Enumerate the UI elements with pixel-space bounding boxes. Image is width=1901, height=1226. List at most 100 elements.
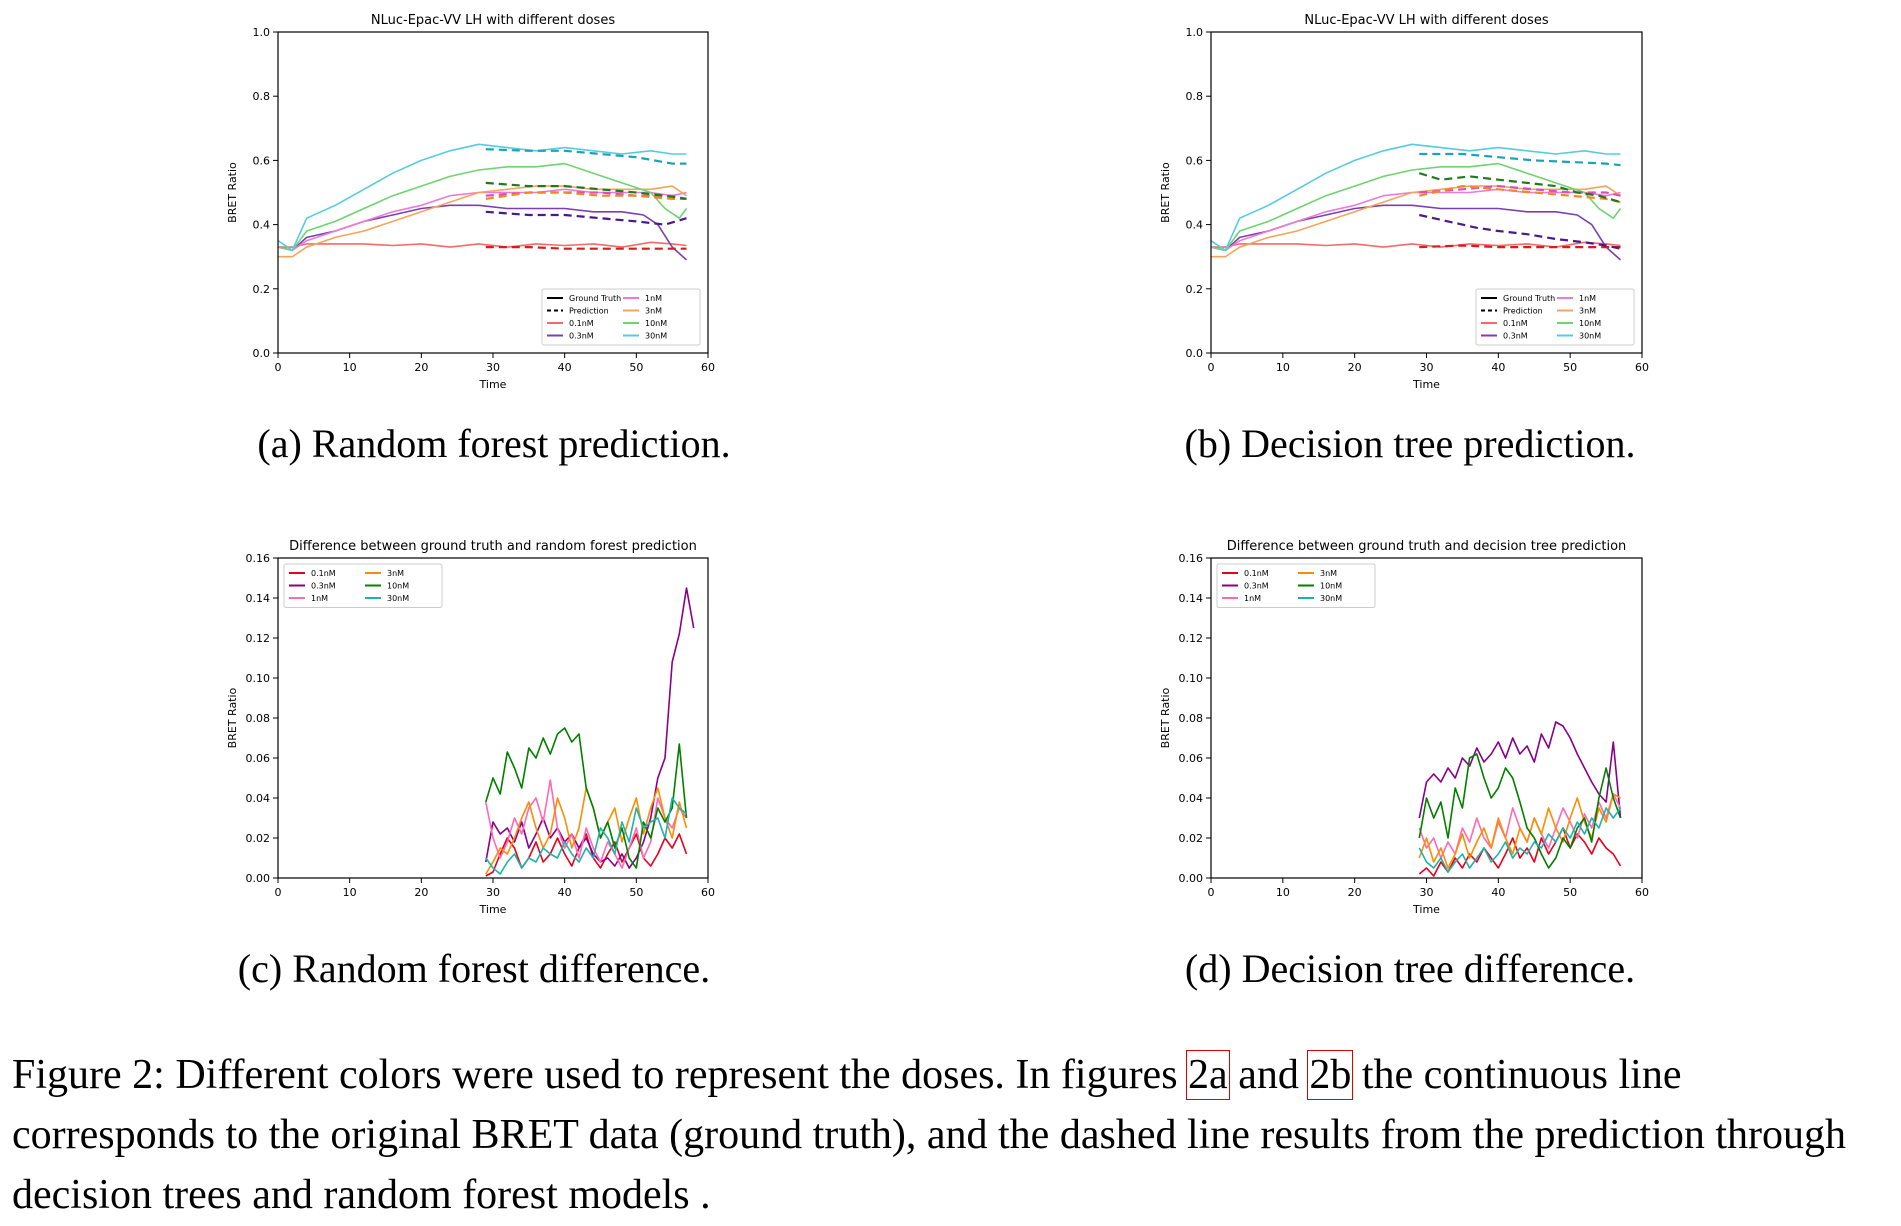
legend-frame bbox=[1216, 563, 1376, 608]
x-tick-label: 0 bbox=[1208, 886, 1215, 899]
chart-panel-c: 0 10 20 30 40 50 60 0.00 0.02 0.04 0.06 0.08 0.10 0.1… bbox=[226, 539, 715, 916]
x-tick-label: 20 bbox=[414, 361, 428, 374]
series-line-30nm bbox=[278, 143, 687, 252]
y-tick-label: 0.02 bbox=[246, 832, 271, 845]
series-line-0.3nm bbox=[1418, 721, 1622, 819]
y-tick-label: 0.4 bbox=[1186, 219, 1204, 232]
figure-ref-2b[interactable]: 2b bbox=[1307, 1050, 1354, 1100]
y-tick-label: 0.06 bbox=[246, 752, 271, 765]
chart-title: NLuc-Epac-VV LH with different doses bbox=[371, 13, 615, 28]
x-tick-label: 60 bbox=[1635, 886, 1649, 899]
legend-label: 1nM bbox=[1579, 294, 1596, 303]
caption-text-1: Different colors were used to represent … bbox=[175, 1052, 1189, 1098]
legend-label: 0.1nM bbox=[1503, 319, 1528, 328]
legend-label: Prediction bbox=[1503, 307, 1543, 316]
y-tick-label: 0.6 bbox=[253, 154, 271, 167]
x-tick-label: 20 bbox=[414, 886, 428, 899]
series-line-10nm bbox=[278, 162, 688, 252]
series-line-0.1nm-pred bbox=[485, 246, 687, 250]
series-line-3nm-pred bbox=[485, 191, 687, 200]
series-line-30nm bbox=[1211, 143, 1621, 252]
y-tick-label: 0.06 bbox=[1179, 752, 1204, 765]
y-tick-label: 0.10 bbox=[1179, 672, 1204, 685]
y-axis-label: BRET Ratio bbox=[1159, 687, 1172, 748]
legend-label: 3nM bbox=[1579, 307, 1596, 316]
y-tick-label: 0.00 bbox=[1179, 872, 1204, 885]
x-tick-label: 40 bbox=[1491, 886, 1505, 899]
series-line-10nm-pred bbox=[1418, 172, 1621, 204]
legend-label: 0.1nM bbox=[569, 319, 594, 328]
series-line-0.3nm bbox=[1211, 204, 1622, 261]
legend: Ground Truth Prediction 0.1nM 0.3nM 1nM 3nM 10… bbox=[541, 288, 701, 346]
chart-title: NLuc-Epac-VV LH with different doses bbox=[1304, 13, 1548, 28]
legend-label: 1nM bbox=[311, 594, 328, 603]
x-tick-label: 30 bbox=[1420, 361, 1434, 374]
caption-text-2: and bbox=[1227, 1052, 1310, 1098]
series-group bbox=[1211, 143, 1622, 261]
legend-label: 10nM bbox=[1320, 582, 1342, 591]
x-tick-label: 20 bbox=[1348, 886, 1362, 899]
y-tick-label: 0.00 bbox=[246, 872, 271, 885]
legend-label: 0.1nM bbox=[1244, 569, 1269, 578]
legend-label: 0.3nM bbox=[569, 332, 594, 341]
legend-frame bbox=[541, 288, 701, 346]
y-tick-label: 0.8 bbox=[253, 90, 271, 103]
series-line-0.3nm-pred bbox=[1419, 213, 1621, 250]
figure-ref-2a[interactable]: 2a bbox=[1186, 1050, 1230, 1100]
legend-label: 0.3nM bbox=[1503, 332, 1528, 341]
chart-panel-a: 0 10 20 30 40 50 60 0.0 0.2 0.4 0.6 0.8 1.0 NLuc-Epac… bbox=[226, 13, 715, 391]
series-line-0.1nm-pred bbox=[1419, 244, 1621, 249]
y-tick-label: 0.08 bbox=[1179, 712, 1204, 725]
x-tick-label: 60 bbox=[1635, 361, 1649, 374]
legend-label: Ground Truth bbox=[1503, 294, 1555, 303]
x-tick-label: 40 bbox=[558, 886, 572, 899]
x-tick-label: 0 bbox=[275, 886, 282, 899]
x-tick-label: 30 bbox=[486, 886, 500, 899]
series-group bbox=[278, 143, 688, 261]
legend-label: 0.3nM bbox=[311, 582, 336, 591]
legend-label: 3nM bbox=[387, 569, 404, 578]
series-line-10nm-pred bbox=[485, 181, 687, 200]
series-line-0.1nm bbox=[485, 833, 688, 877]
y-axis-label: BRET Ratio bbox=[226, 162, 239, 223]
y-tick-label: 0.6 bbox=[1186, 154, 1204, 167]
legend-label: 30nM bbox=[1320, 594, 1342, 603]
series-line-0.3nm bbox=[485, 587, 695, 869]
x-tick-label: 60 bbox=[701, 361, 715, 374]
legend-label: 1nM bbox=[645, 294, 662, 303]
x-axis-label: Time bbox=[479, 903, 507, 916]
x-tick-label: 30 bbox=[1420, 886, 1434, 899]
y-tick-label: 0.12 bbox=[1179, 632, 1204, 645]
y-tick-label: 0.8 bbox=[1186, 90, 1204, 103]
y-tick-label: 0.12 bbox=[246, 632, 271, 645]
y-tick-label: 1.0 bbox=[1186, 26, 1204, 39]
series-line-0.3nm bbox=[278, 204, 688, 261]
chart-panel-d: 0 10 20 30 40 50 60 0.00 0.02 0.04 0.06 0.08 0.10 0.1… bbox=[1159, 539, 1649, 916]
legend: Ground Truth Prediction 0.1nM 0.3nM 1nM 3nM 10… bbox=[1475, 288, 1635, 346]
legend-label: 30nM bbox=[1579, 332, 1601, 341]
x-tick-label: 40 bbox=[1491, 361, 1505, 374]
chart-title: Difference between ground truth and deci… bbox=[1227, 539, 1627, 554]
legend: 0.1nM 0.3nM 1nM 3nM 10nM 30nM bbox=[1216, 563, 1376, 608]
chart-title: Difference between ground truth and rand… bbox=[289, 539, 697, 554]
series-line-3nm bbox=[278, 185, 687, 258]
series-line-10nm bbox=[1418, 753, 1622, 869]
x-tick-label: 10 bbox=[343, 886, 357, 899]
x-axis-label: Time bbox=[479, 378, 507, 391]
figure-caption: Figure 2: Different colors were used to … bbox=[12, 1045, 1892, 1225]
series-line-0.1nm bbox=[1211, 241, 1621, 248]
x-tick-label: 10 bbox=[1276, 886, 1290, 899]
series-line-1nm-pred bbox=[1419, 185, 1621, 197]
series-line-10nm bbox=[485, 727, 688, 869]
series-line-30nm bbox=[1418, 807, 1622, 873]
series-line-0.1nm bbox=[278, 241, 687, 248]
x-tick-label: 60 bbox=[701, 886, 715, 899]
legend-label: 3nM bbox=[1320, 569, 1337, 578]
y-axis-label: BRET Ratio bbox=[1159, 162, 1172, 223]
y-tick-label: 0.16 bbox=[1179, 552, 1204, 565]
x-tick-label: 0 bbox=[275, 361, 282, 374]
y-tick-label: 0.16 bbox=[246, 552, 271, 565]
series-line-3nm-pred bbox=[1419, 185, 1621, 204]
subcaption-d: (d) Decision tree difference. bbox=[1184, 946, 1636, 991]
